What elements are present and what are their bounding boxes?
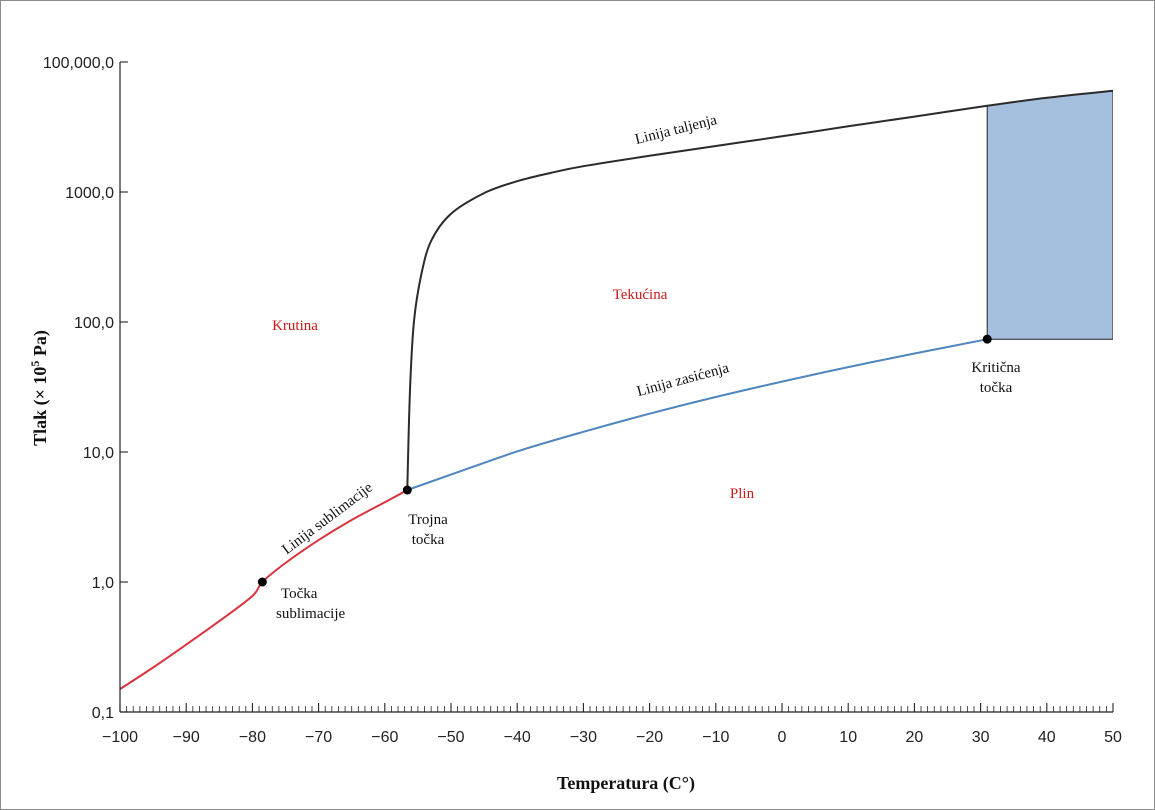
saturation-curve (406, 338, 988, 491)
x-tick-label: 20 (906, 729, 924, 746)
x-tick-label: 30 (972, 729, 990, 746)
y-axis-title-exponent: 5 (28, 361, 42, 367)
y-axis-title-unit: Pa) (30, 330, 51, 361)
x-tick-label: 10 (839, 729, 857, 746)
critical-point-label-line1: Kritična (971, 360, 1020, 376)
sublimation-point-label-line2: sublimacije (276, 606, 345, 622)
x-tick-label: 0 (778, 729, 787, 746)
y-axis-title-main: Tlak (× 10 (30, 367, 51, 446)
x-tick-label: 40 (1038, 729, 1056, 746)
x-tick-label: −50 (437, 729, 464, 746)
sublimation-point-label-line1: Točka (281, 586, 318, 602)
y-tick-label: 100,000,0 (43, 55, 114, 72)
supercritical-region (986, 90, 1113, 340)
triple-point-label-line2: točka (412, 532, 445, 548)
y-tick-label: 1,0 (92, 575, 114, 592)
critical-point-marker (982, 334, 992, 344)
x-tick-label: −30 (570, 729, 597, 746)
x-tick-label: −100 (102, 729, 138, 746)
y-tick-label: 1000,0 (65, 185, 114, 202)
x-tick-label: 50 (1104, 729, 1122, 746)
sublimation-line-label: Linija sublimacije (279, 479, 376, 557)
triple-point-label-line1: Trojna (408, 512, 448, 528)
x-tick-label: −20 (636, 729, 663, 746)
melting-line-label: Linija taljenja (633, 112, 718, 148)
triple-point-marker (402, 485, 412, 495)
x-tick-label: −10 (702, 729, 729, 746)
sublimation-point-marker (257, 577, 267, 587)
region-label-gas: Plin (730, 486, 755, 502)
x-tick-label: −70 (305, 729, 332, 746)
region-label-liquid: Tekućina (613, 287, 668, 303)
x-tick-label: −90 (173, 729, 200, 746)
y-tick-label: 0,1 (92, 705, 114, 722)
sublimation-curve (120, 489, 408, 690)
x-axis-title: Temperatura (C°) (557, 773, 695, 794)
y-axis-title: Tlak (× 105 Pa) (28, 330, 51, 446)
y-tick-label: 10,0 (83, 445, 114, 462)
x-tick-label: −80 (239, 729, 266, 746)
saturation-line-label: Linija zasićenja (635, 360, 731, 400)
melting-curve (406, 89, 1113, 491)
y-tick-label: 100,0 (74, 315, 114, 332)
region-label-solid: Krutina (272, 318, 318, 334)
x-tick-label: −40 (504, 729, 531, 746)
x-tick-label: −60 (371, 729, 398, 746)
critical-point-label-line2: točka (980, 380, 1013, 396)
